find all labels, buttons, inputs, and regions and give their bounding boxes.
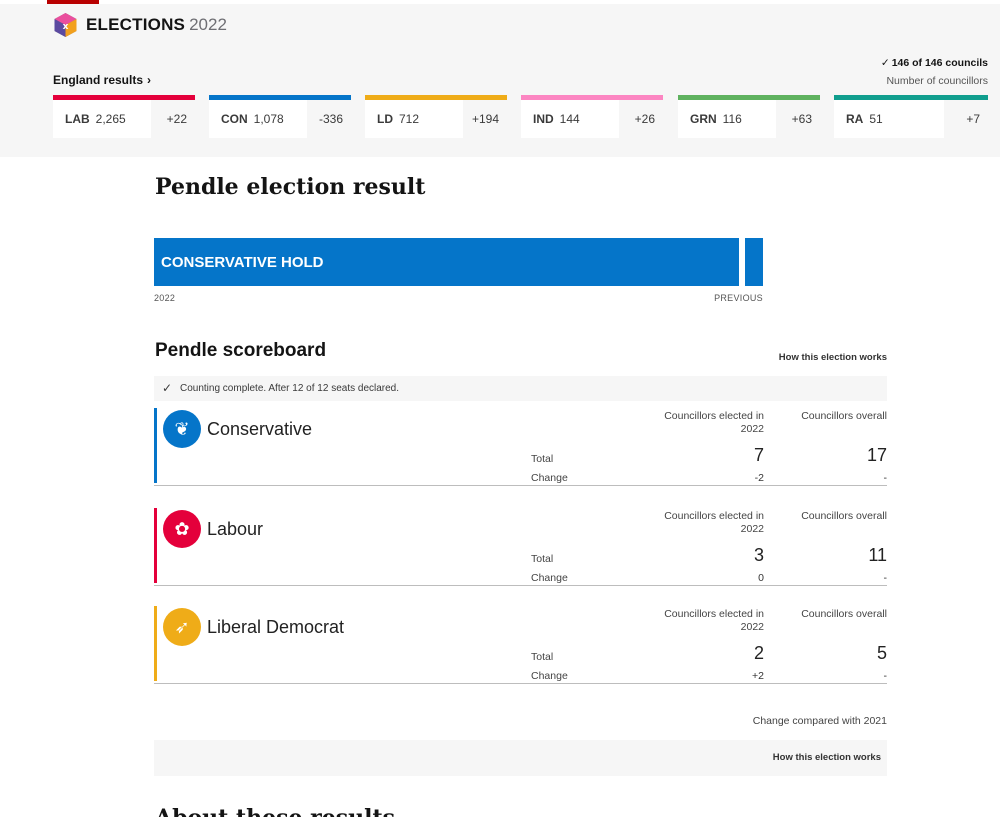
- party-abbr: LD 712: [377, 112, 419, 126]
- row-label-change: Change: [531, 472, 568, 484]
- councillors-subtitle: Number of councillors: [886, 75, 988, 87]
- party-change: -336: [307, 100, 351, 138]
- overall-change: -: [884, 572, 888, 584]
- result-bar-previous: [745, 238, 763, 286]
- party-count: 51: [869, 112, 882, 126]
- libdem-bird-icon: ➶: [163, 608, 201, 646]
- about-results-heading: About these results: [155, 805, 395, 817]
- party-change: +26: [619, 100, 663, 138]
- col-header-overall: Councillors overall: [777, 510, 887, 523]
- brand-title: ELECTIONS: [86, 15, 185, 35]
- party-name: Conservative: [207, 419, 312, 440]
- row-label-change: Change: [531, 572, 568, 584]
- party-stripe: [154, 508, 157, 583]
- row-label-total: Total: [531, 651, 553, 663]
- party-change: +22: [151, 100, 195, 138]
- elected-total: 3: [754, 545, 764, 566]
- row-label-total: Total: [531, 453, 553, 465]
- ballot-cube-icon: x: [53, 12, 78, 38]
- overall-change: -: [884, 472, 888, 484]
- check-icon: ✓: [162, 381, 172, 395]
- party-change: +63: [776, 100, 820, 138]
- party-result-liberal-democrat: ➶ Liberal Democrat Councillors elected in …: [154, 596, 887, 684]
- party-total-lab: LAB 2,265 +22: [53, 95, 195, 138]
- elected-change: 0: [758, 572, 764, 584]
- overall-total: 5: [877, 643, 887, 664]
- elected-change: -2: [755, 472, 764, 484]
- col-header-overall: Councillors overall: [777, 608, 887, 621]
- party-stripe: [154, 606, 157, 681]
- elected-total: 2: [754, 643, 764, 664]
- bar-label-previous: PREVIOUS: [714, 293, 763, 303]
- col-header-elected: Councillors elected in 2022: [644, 510, 764, 536]
- party-result-conservative: ❦ Conservative Councillors elected in 2022…: [154, 398, 887, 486]
- how-election-works-footer-link[interactable]: How this election works: [773, 752, 881, 763]
- party-total-ra: RA 51 +7: [834, 95, 988, 138]
- elected-total: 7: [754, 445, 764, 466]
- party-abbr: CON 1,078: [221, 112, 284, 126]
- svg-text:x: x: [63, 22, 69, 32]
- party-abbr: GRN 116: [690, 112, 742, 126]
- overall-total: 11: [868, 545, 887, 566]
- party-count: 1,078: [254, 112, 284, 126]
- party-total-con: CON 1,078 -336: [209, 95, 351, 138]
- elections-logo[interactable]: x ELECTIONS 2022: [53, 12, 227, 38]
- row-label-total: Total: [531, 553, 553, 565]
- overall-change: -: [884, 670, 888, 682]
- col-header-elected: Councillors elected in 2022: [644, 410, 764, 436]
- col-header-overall: Councillors overall: [777, 410, 887, 423]
- how-election-works-link[interactable]: How this election works: [779, 352, 887, 363]
- row-label-change: Change: [531, 670, 568, 682]
- england-results-label: England results: [53, 73, 143, 87]
- party-count: 116: [723, 112, 742, 126]
- overall-total: 17: [867, 445, 887, 466]
- party-count: 712: [399, 112, 419, 126]
- party-change: +7: [944, 100, 988, 138]
- result-bar-2022: CONSERVATIVE HOLD: [154, 238, 739, 286]
- party-result-labour: ✿ Labour Councillors elected in 2022 Counci…: [154, 498, 887, 586]
- change-compared-note: Change compared with 2021: [753, 715, 887, 727]
- scoreboard-footer: How this election works: [154, 740, 887, 776]
- conservative-tree-icon: ❦: [163, 410, 201, 448]
- col-header-elected: Councillors elected in 2022: [644, 608, 764, 634]
- councils-status-text: 146 of 146 councils: [892, 57, 988, 69]
- party-stripe: [154, 408, 157, 483]
- party-total-ind: IND 144 +26: [521, 95, 663, 138]
- bar-label-current: 2022: [154, 293, 175, 303]
- party-abbr: LAB 2,265: [65, 112, 126, 126]
- england-results-link[interactable]: England results ›: [53, 73, 151, 87]
- labour-rose-icon: ✿: [163, 510, 201, 548]
- party-change: +194: [463, 100, 507, 138]
- party-abbr: RA 51: [846, 112, 883, 126]
- party-total-ld: LD 712 +194: [365, 95, 507, 138]
- counting-status-text: Counting complete. After 12 of 12 seats …: [180, 383, 399, 394]
- brand-year: 2022: [189, 15, 227, 35]
- page-title: Pendle election result: [155, 174, 425, 200]
- councils-status: ✓ 146 of 146 councils: [881, 57, 988, 69]
- party-abbr: IND 144: [533, 112, 580, 126]
- scoreboard-title: Pendle scoreboard: [155, 340, 326, 362]
- chevron-right-icon: ›: [147, 73, 151, 87]
- party-count: 2,265: [96, 112, 126, 126]
- party-name: Labour: [207, 519, 263, 540]
- party-name: Liberal Democrat: [207, 617, 344, 638]
- check-icon: ✓: [881, 57, 890, 69]
- party-count: 144: [560, 112, 580, 126]
- party-total-grn: GRN 116 +63: [678, 95, 820, 138]
- elected-change: +2: [752, 670, 764, 682]
